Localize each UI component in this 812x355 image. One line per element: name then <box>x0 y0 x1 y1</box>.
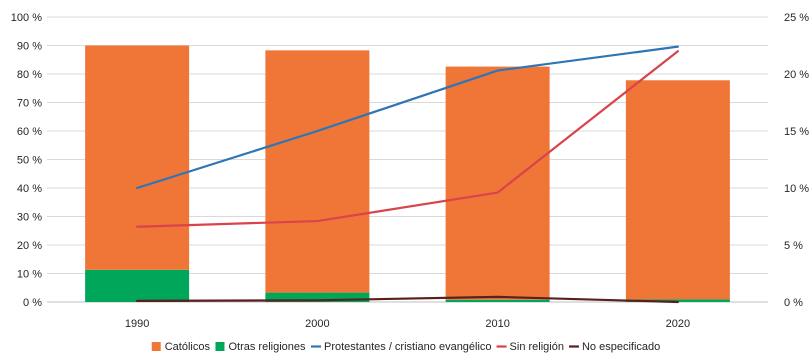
legend-swatch <box>151 342 161 351</box>
x-tick-label: 2000 <box>305 318 329 330</box>
bar-cat-licos <box>625 80 730 300</box>
legend-swatch <box>215 342 225 351</box>
line-protestantes-cristiano-evang-lico <box>136 45 679 190</box>
y-right-tick-label: 5 % <box>784 240 803 252</box>
legend-label: No especificado <box>582 341 660 353</box>
legend-label: Otras religiones <box>228 341 306 353</box>
y-right-tick-label: 25 % <box>784 12 809 24</box>
y-left-tick-label: 80 % <box>17 69 42 81</box>
bars <box>85 45 730 302</box>
y-left-tick-label: 100 % <box>11 12 42 24</box>
legend-item: Católicos <box>151 341 211 353</box>
bar-cat-licos <box>445 66 550 300</box>
y-left-tick-label: 60 % <box>17 126 42 138</box>
left-axis: 0 % 10 % 20 % 30 % 40 % 50 % 60 % 70 % 80 % 90 % 1… <box>11 12 42 309</box>
y-left-tick-label: 50 % <box>17 155 42 167</box>
x-tick-label: 2020 <box>666 318 690 330</box>
y-left-tick-label: 0 % <box>23 297 42 309</box>
right-axis: 0 % 5 % 10 % 15 % 20 % 25 % <box>784 12 809 309</box>
legend: Católicos Otras religiones Protestantes / … <box>151 341 660 353</box>
line-sin-religi-n <box>136 50 679 228</box>
y-right-tick-label: 10 % <box>784 183 809 195</box>
legend-item: Otras religiones <box>215 341 306 353</box>
legend-item: Protestantes / cristiano evangélico <box>311 341 492 353</box>
lines <box>136 45 679 304</box>
y-right-tick-label: 15 % <box>784 126 809 138</box>
y-left-tick-label: 70 % <box>17 98 42 110</box>
legend-label: Sin religión <box>510 341 564 353</box>
line-no-especificado <box>136 295 679 304</box>
y-left-tick-label: 90 % <box>17 41 42 53</box>
bar-otras-religiones <box>265 292 370 302</box>
bar-otras-religiones <box>85 269 190 302</box>
x-tick-label: 1990 <box>125 318 149 330</box>
y-left-tick-label: 20 % <box>17 240 42 252</box>
y-right-tick-label: 20 % <box>784 69 809 81</box>
y-right-tick-label: 0 % <box>784 297 803 309</box>
legend-label: Protestantes / cristiano evangélico <box>324 341 492 353</box>
y-left-tick-label: 40 % <box>17 183 42 195</box>
y-left-tick-label: 10 % <box>17 269 42 281</box>
y-left-tick-label: 30 % <box>17 212 42 224</box>
bar-otras-religiones <box>625 299 730 302</box>
legend-item: Sin religión <box>496 341 564 353</box>
x-axis: 1990 2000 2010 2020 <box>125 318 690 330</box>
x-tick-label: 2010 <box>485 318 509 330</box>
legend-label: Católicos <box>165 341 211 353</box>
bar-cat-licos <box>265 50 370 293</box>
bar-otras-religiones <box>445 299 550 302</box>
legend-item: No especificado <box>568 341 660 353</box>
bar-cat-licos <box>85 45 190 270</box>
